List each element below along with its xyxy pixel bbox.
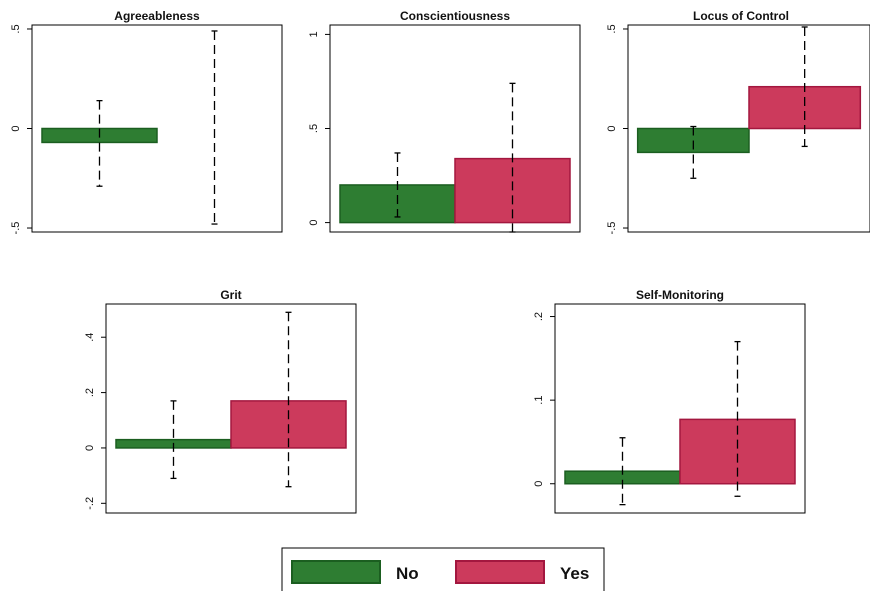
legend-swatch-no	[291, 560, 381, 584]
panel-agreeableness: Agreeableness -.5 0 .5	[10, 9, 283, 235]
y-tick-label: -.5	[606, 222, 618, 235]
y-tick-label: .2	[533, 312, 545, 321]
y-tick-label: .5	[308, 124, 320, 133]
panel-title: Agreeableness	[114, 9, 200, 23]
chart-panels: Agreeableness -.5 0 .5 Conscientiousness 0 .5 1…	[10, 9, 870, 514]
panel-title: Locus of Control	[693, 9, 789, 23]
y-tick-label: -.5	[10, 222, 22, 235]
legend-swatch-yes	[455, 560, 545, 584]
panel-locus-of-control: Locus of Control -.5 0 .5	[606, 9, 870, 234]
y-tick-label: .1	[533, 396, 545, 405]
legend-label-yes: Yes	[560, 564, 589, 583]
panel-title: Self-Monitoring	[636, 288, 724, 302]
y-tick-label: .2	[84, 388, 96, 397]
y-tick-label: 0	[308, 220, 320, 226]
legend: No Yes	[281, 547, 605, 591]
y-tick-label: 0	[10, 125, 22, 131]
panel-grit: Grit -.2 0 .2 .4	[84, 288, 357, 514]
panel-conscientiousness: Conscientiousness 0 .5 1	[308, 9, 581, 233]
y-tick-label: -.2	[84, 497, 96, 510]
y-tick-label: .5	[606, 24, 618, 33]
panel-title: Grit	[220, 288, 241, 302]
panel-self-monitoring: Self-Monitoring 0 .1 .2	[533, 288, 806, 514]
y-tick-label: 0	[533, 481, 545, 487]
bar-yes	[748, 85, 862, 130]
y-tick-label: 0	[84, 445, 96, 451]
y-tick-label: .5	[10, 24, 22, 33]
panel-title: Conscientiousness	[400, 9, 510, 23]
y-tick-label: 1	[308, 31, 320, 37]
y-tick-label: 0	[606, 125, 618, 131]
legend-label-no: No	[396, 564, 419, 583]
y-tick-label: .4	[84, 333, 96, 342]
